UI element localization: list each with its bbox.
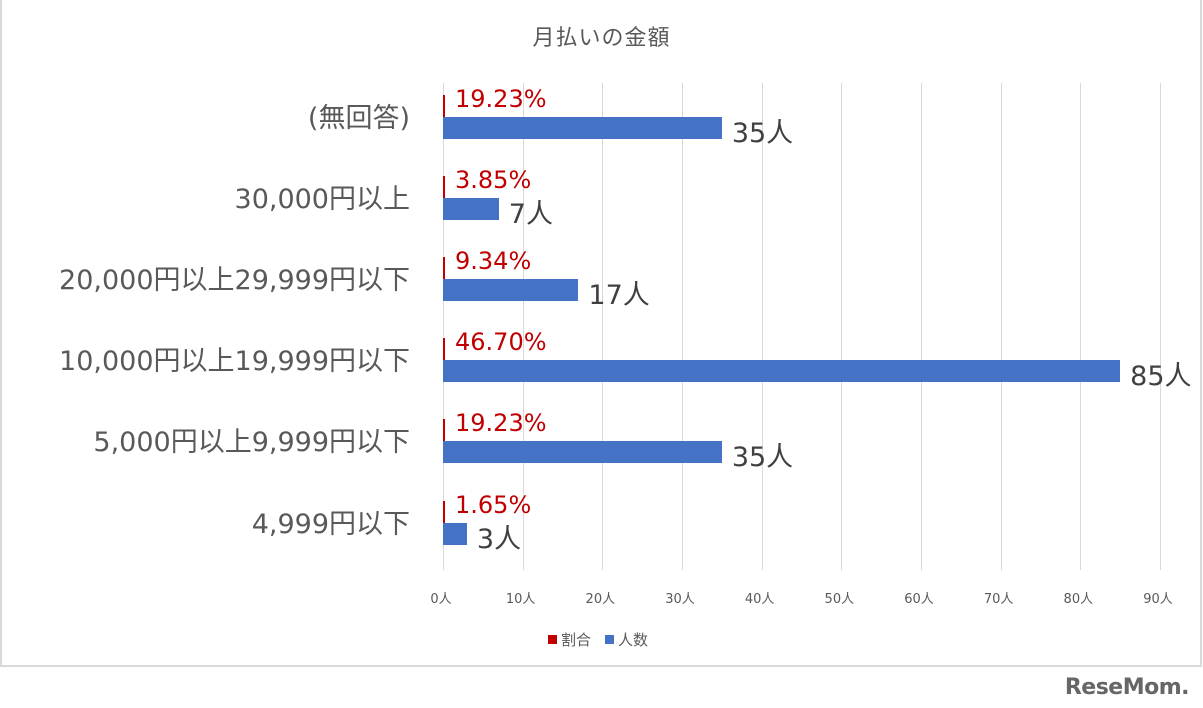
x-tick-label: 0人: [430, 592, 452, 607]
category-label: 10,000円以上19,999円以下: [59, 346, 410, 378]
x-tick-label: 10人: [505, 592, 536, 607]
bar-ratio[interactable]: [443, 500, 445, 523]
x-tick-label: 90人: [1143, 592, 1173, 607]
x-tick-label: 60人: [904, 592, 934, 607]
legend-item-ratio[interactable]: 割合: [548, 629, 591, 650]
count-data-label: 7人: [508, 198, 553, 230]
plot-area: [443, 83, 1163, 570]
count-data-label: 35人: [731, 117, 794, 149]
category-label: (無回答): [307, 102, 410, 134]
bar-count[interactable]: [443, 116, 722, 139]
bar-ratio[interactable]: [443, 419, 445, 442]
x-tick-label: 80人: [1063, 592, 1094, 607]
bar-count[interactable]: [443, 522, 467, 545]
bar-ratio[interactable]: [443, 338, 445, 361]
gridline: [1080, 83, 1082, 570]
count-data-label: 35人: [731, 442, 794, 474]
gridline: [1000, 83, 1002, 570]
category-label: 4,999円以下: [251, 508, 410, 540]
chart-frame: [0, 0, 1202, 667]
gridline: [602, 83, 604, 570]
bar-count[interactable]: [443, 441, 722, 464]
ratio-data-label: 9.34%: [455, 247, 532, 276]
ratio-data-label: 19.23%: [455, 409, 547, 438]
legend-swatch-red: [548, 635, 557, 644]
category-label: 30,000円以上: [234, 183, 410, 215]
legend-label: 割合: [561, 631, 592, 649]
ratio-data-label: 1.65%: [455, 490, 532, 519]
legend: 割合 人数: [548, 629, 656, 650]
count-data-label: 85人: [1130, 361, 1192, 393]
resemom-logo: ReseMom.: [1064, 675, 1190, 700]
legend-swatch-blue: [605, 635, 615, 644]
bar-ratio[interactable]: [443, 175, 445, 198]
category-label: 20,000円以上29,999円以下: [59, 265, 410, 297]
ratio-data-label: 19.23%: [455, 84, 547, 113]
bar-count[interactable]: [443, 279, 579, 302]
ratio-data-label: 46.70%: [455, 328, 547, 357]
gridline: [1160, 83, 1161, 570]
count-data-label: 17人: [588, 280, 650, 312]
x-tick-label: 40人: [744, 592, 775, 607]
gridline: [522, 83, 524, 570]
gridline: [443, 83, 444, 570]
gridline: [761, 83, 763, 570]
count-data-label: 3人: [476, 523, 522, 555]
gridline: [841, 83, 843, 570]
bar-ratio[interactable]: [443, 257, 445, 280]
legend-label: 人数: [618, 631, 649, 649]
x-tick-label: 50人: [824, 592, 855, 607]
gridline: [682, 83, 683, 570]
chart-title: 月払いの金額: [532, 26, 671, 51]
legend-item-count[interactable]: 人数: [605, 629, 648, 650]
bar-count[interactable]: [443, 360, 1121, 383]
x-tick-label: 30人: [665, 592, 695, 607]
x-tick-label: 20人: [585, 592, 616, 607]
bar-ratio[interactable]: [443, 94, 445, 117]
gridline: [921, 83, 922, 570]
category-label: 5,000円以上9,999円以下: [93, 427, 410, 459]
x-tick-label: 70人: [983, 592, 1014, 607]
bar-count[interactable]: [443, 197, 499, 220]
ratio-data-label: 3.85%: [455, 165, 532, 194]
